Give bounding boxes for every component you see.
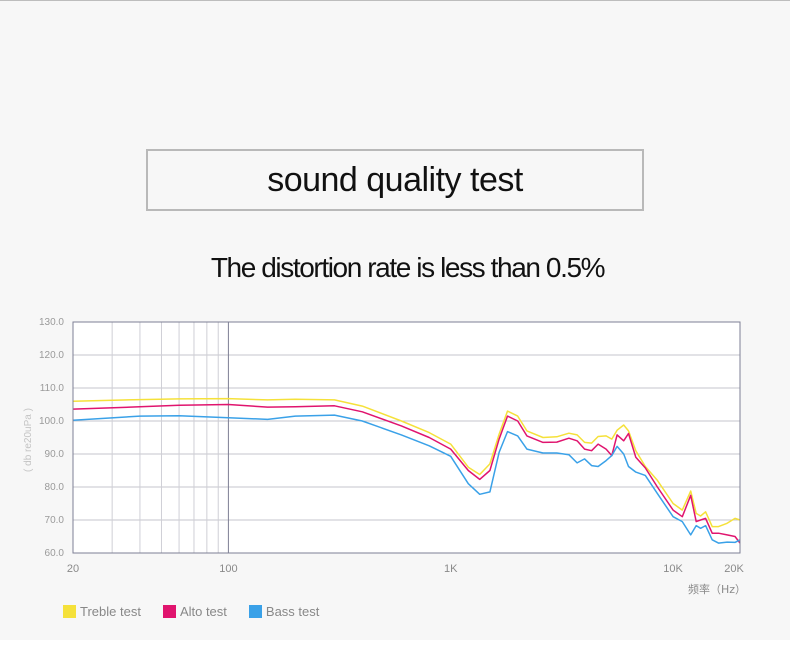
legend-label: Alto test	[179, 603, 227, 619]
y-tick-label: 60.0	[45, 548, 65, 559]
legend-label: Treble test	[80, 603, 141, 619]
legend-item-alto-test: Alto test	[162, 603, 227, 619]
x-tick-label: 20K	[724, 563, 744, 575]
series-line-treble-test	[72, 397, 741, 528]
x-tick-label: 1K	[444, 563, 458, 575]
legend-label: Bass test	[265, 603, 320, 619]
y-tick-label: 130.0	[39, 317, 64, 328]
y-tick-label: 110.0	[40, 383, 65, 394]
legend-item-treble-test: Treble test	[63, 604, 141, 619]
legend-swatch	[248, 604, 262, 618]
legend-item-bass-test: Bass test	[248, 603, 320, 619]
series-line-alto-test	[72, 403, 741, 544]
x-tick-label: 10K	[663, 563, 683, 575]
y-tick-label: 80.0	[45, 482, 65, 493]
series-line-bass-test	[72, 414, 741, 544]
page-title: sound quality test	[267, 160, 523, 199]
x-axis-label: 频率（Hz）	[688, 582, 746, 596]
plot-border	[72, 321, 741, 554]
legend-swatch	[63, 604, 76, 618]
top-divider	[0, 0, 790, 1]
bottom-band	[0, 640, 790, 653]
chart-legend: Treble test Alto test Bass test	[63, 602, 341, 620]
y-tick-label: 70.0	[45, 515, 65, 526]
x-tick-label: 100	[219, 563, 237, 575]
y-tick-label: 120.0	[39, 350, 64, 361]
y-tick-label: 100.0	[39, 416, 64, 427]
page-subtitle: The distortion rate is less than 0.5%	[210, 252, 606, 283]
y-axis-label: ( db re20uPa )	[23, 408, 34, 472]
legend-swatch	[162, 604, 176, 618]
y-tick-label: 90.0	[45, 449, 65, 460]
title-box: sound quality test	[146, 149, 644, 211]
x-tick-label: 20	[67, 563, 79, 575]
